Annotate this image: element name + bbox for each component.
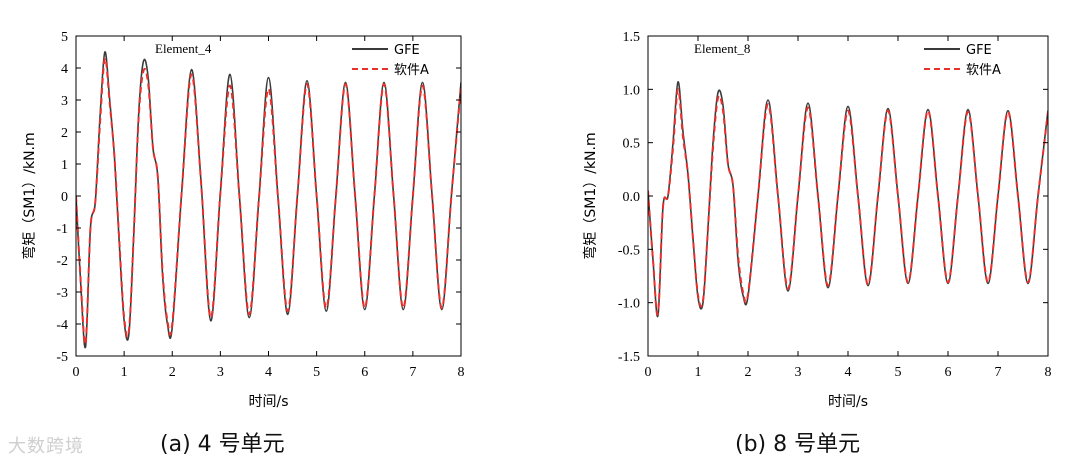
x-tick-label: 4: [845, 365, 852, 380]
x-tick-label: 4: [265, 365, 272, 380]
y-tick-label: -1.5: [618, 350, 640, 365]
legend-label: 软件A: [394, 63, 429, 78]
chart-right: 0 1 2 3 4 5 6 7 8 -1.5 -1.0 -0.5 0.0 0.5 1.0 1.5 时间/s 弯矩（…: [582, 30, 1052, 410]
x-tick-label: 5: [895, 365, 902, 380]
series-line-gfe: [76, 51, 461, 349]
x-tick-label: 8: [458, 365, 465, 380]
y-tick-label: -4: [56, 318, 68, 333]
y-tick-label: 5: [61, 30, 68, 45]
y-tick-label: -3: [56, 286, 68, 301]
y-tick-label: -5: [56, 350, 68, 365]
x-axis-title: 时间/s: [248, 394, 288, 410]
y-tick-label: -0.5: [618, 243, 640, 258]
x-axis-title: 时间/s: [828, 394, 868, 410]
x-tick-label: 3: [795, 365, 802, 380]
element-annotation: Element_4: [155, 41, 212, 56]
x-tick-label: 0: [73, 365, 80, 380]
chart-left: 0 1 2 3 4 5 6 7 8 -5 -4 -3 -2 -1 0 1 2 3 4 5 时间/s 弯矩（SM1）/kN.…: [21, 30, 465, 410]
plot-frame: [75, 35, 462, 357]
y-tick-label: 0.0: [623, 190, 641, 205]
x-tick-label: 7: [409, 365, 416, 380]
y-axis-title: 弯矩（SM1）/kN.m: [21, 132, 38, 259]
x-tick-label: 1: [695, 365, 702, 380]
y-tick-label: 3: [61, 94, 68, 109]
y-tick-label: 1.5: [623, 30, 641, 45]
series-line-software-a: [648, 88, 1048, 316]
y-tick-label: 4: [61, 62, 68, 77]
y-tick-label: -1.0: [618, 297, 640, 312]
legend-label: GFE: [394, 43, 420, 58]
y-tick-label: 2: [61, 126, 68, 141]
plot-frame: [647, 35, 1049, 357]
watermark-text: 大数跨境: [8, 436, 84, 457]
y-tick-label: 0: [61, 190, 68, 205]
x-tick-label: 5: [313, 365, 320, 380]
x-tick-label: 7: [995, 365, 1002, 380]
y-tick-label: 1.0: [623, 83, 641, 98]
element-annotation: Element_8: [694, 41, 750, 56]
x-tick-label: 2: [745, 365, 752, 380]
caption-left: (a) 4 号单元: [160, 432, 285, 457]
x-tick-label: 0: [645, 365, 652, 380]
x-tick-label: 3: [217, 365, 224, 380]
x-tick-label: 2: [169, 365, 176, 380]
y-tick-label: -2: [56, 254, 68, 269]
series-line-software-a: [76, 57, 461, 346]
legend-label: GFE: [966, 43, 992, 58]
caption-right: (b) 8 号单元: [735, 432, 861, 457]
y-tick-label: 1: [61, 158, 68, 173]
legend-label: 软件A: [966, 63, 1001, 78]
x-tick-label: 8: [1045, 365, 1052, 380]
y-axis-title: 弯矩（SM1）/kN.m: [582, 132, 599, 259]
x-tick-label: 6: [945, 365, 952, 380]
y-tick-label: -1: [56, 222, 68, 237]
x-tick-label: 1: [121, 365, 128, 380]
x-tick-label: 6: [361, 365, 368, 380]
y-tick-label: 0.5: [623, 137, 641, 152]
